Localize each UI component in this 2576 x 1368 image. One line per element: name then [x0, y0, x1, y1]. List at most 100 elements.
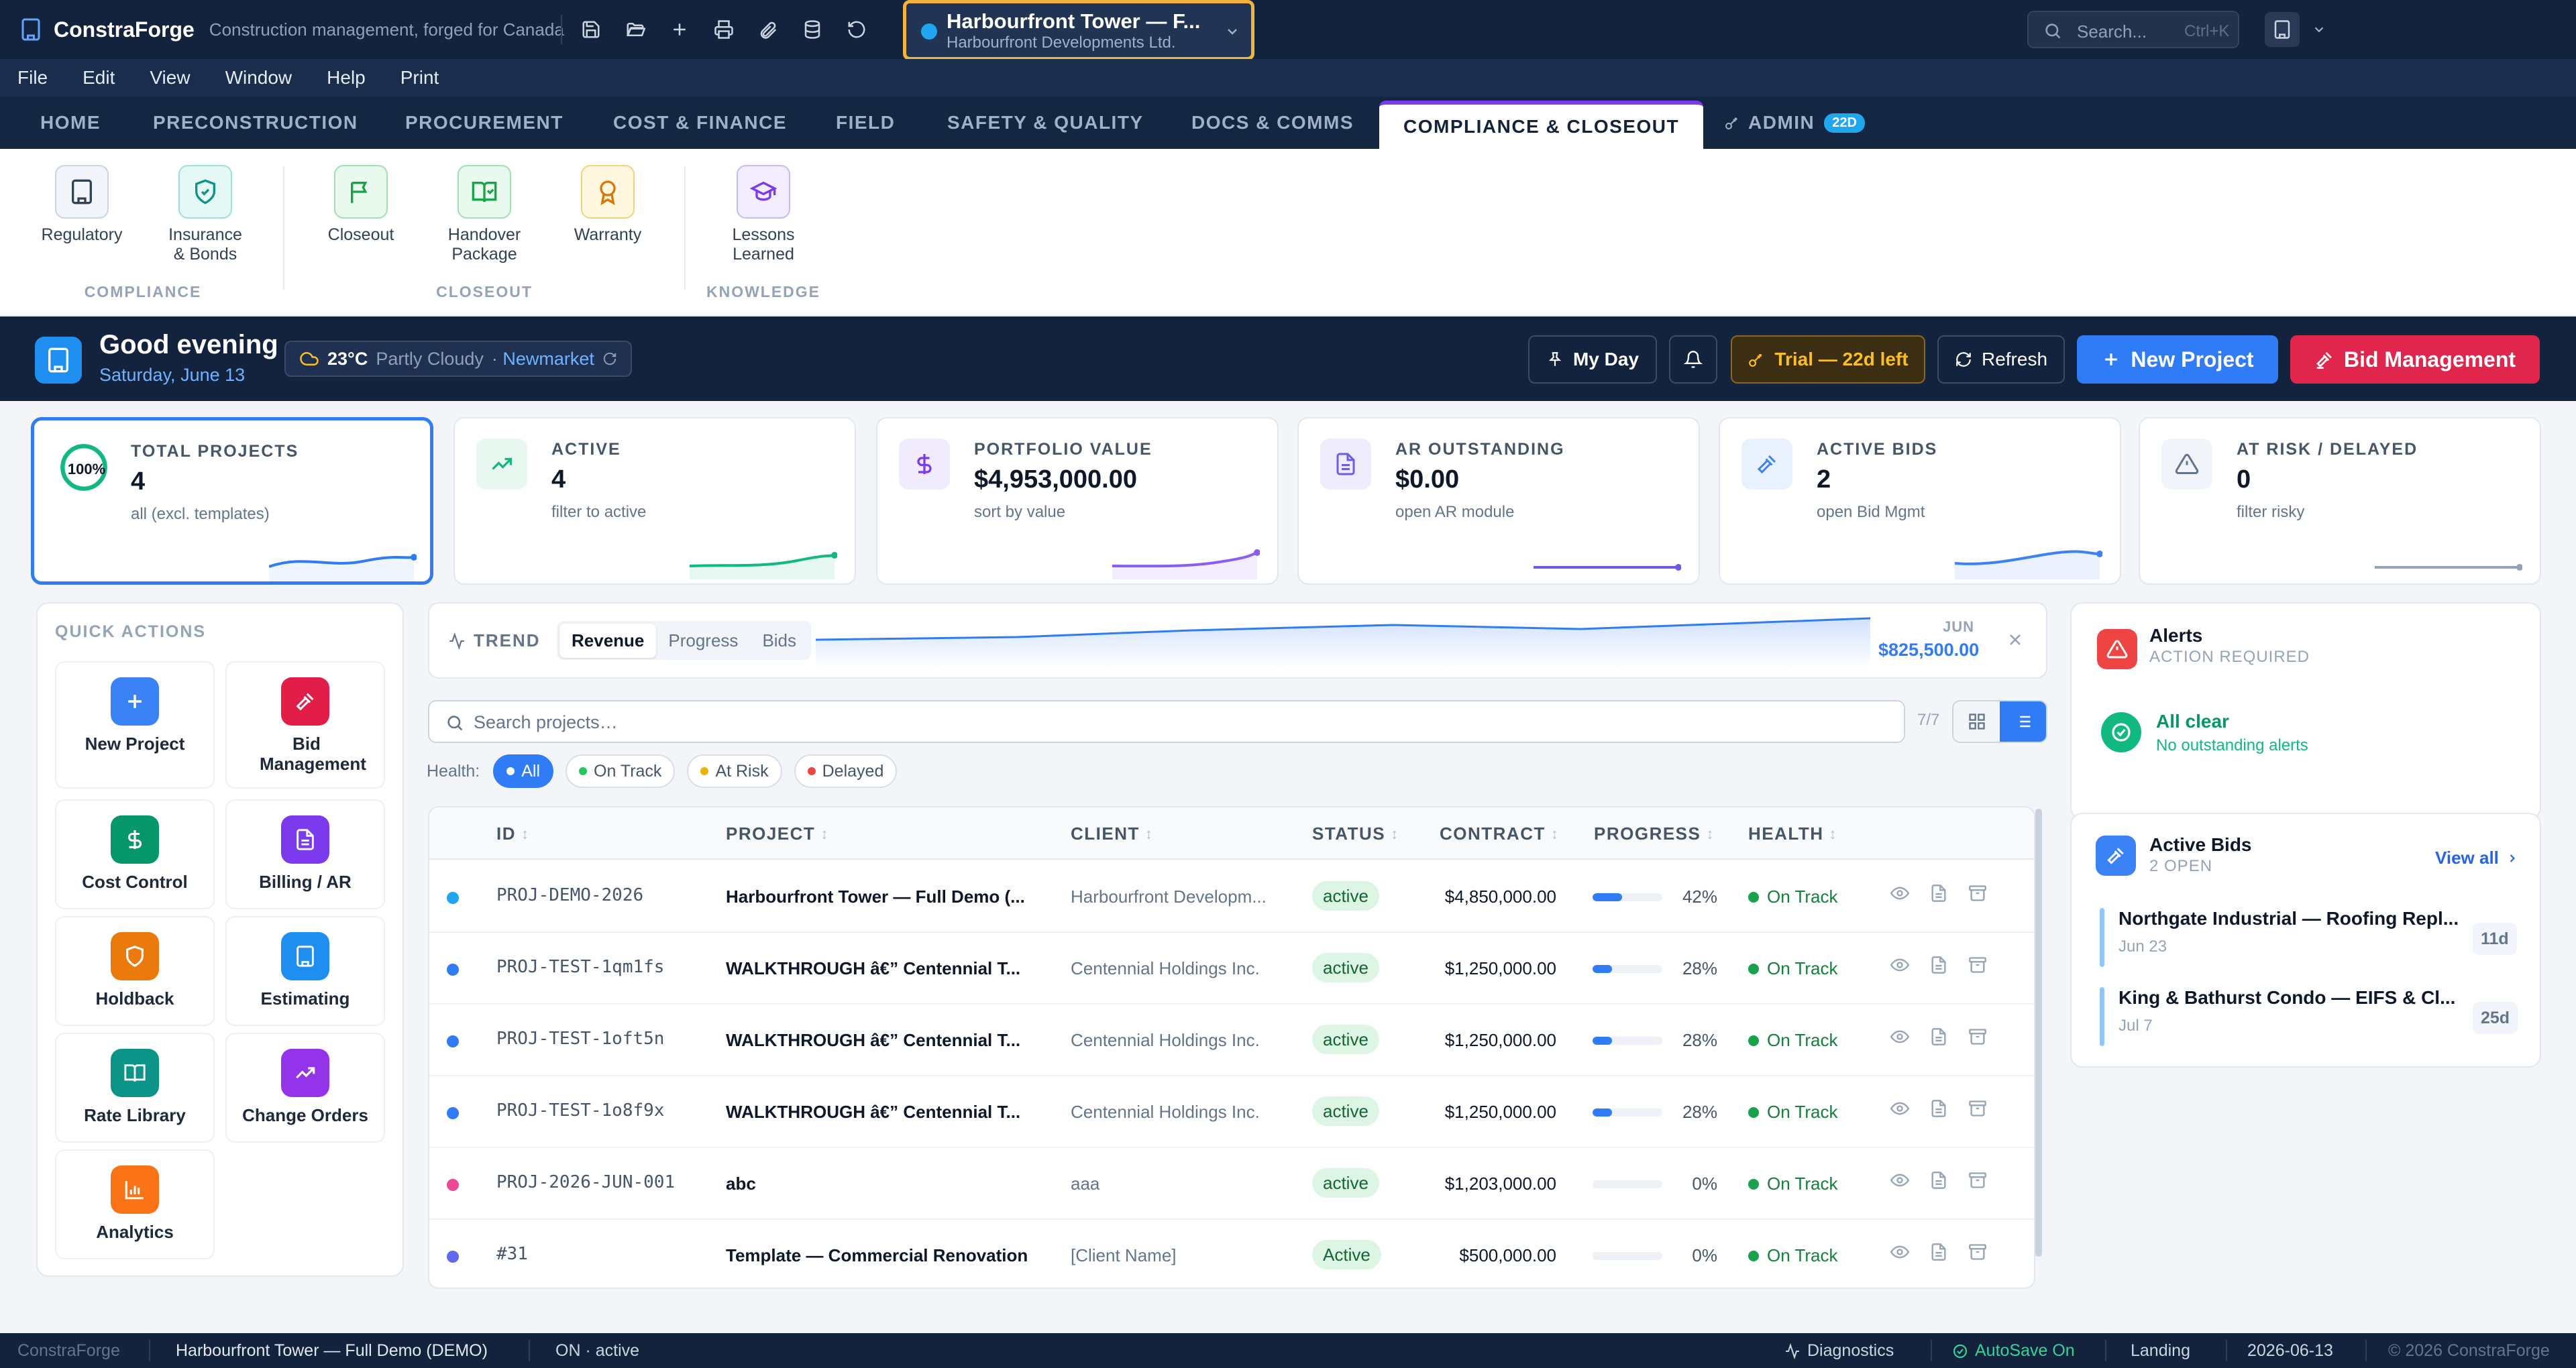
table-row[interactable]: PROJ-DEMO-2026 Harbourfront Tower — Full …	[429, 861, 2034, 933]
refresh-icon[interactable]	[602, 351, 617, 366]
column-header-id[interactable]: ID ↕	[496, 823, 530, 844]
tab-preconstruction[interactable]: PRECONSTRUCTION	[153, 112, 358, 133]
chevron-down-icon[interactable]	[2312, 22, 2326, 37]
closeout-button[interactable]: Closeout	[301, 165, 421, 245]
tab-procurement[interactable]: PROCUREMENT	[405, 112, 564, 133]
menu-file[interactable]: File	[17, 67, 48, 88]
table-row[interactable]: PROJ-TEST-1o8f9x WALKTHROUGH â€” Centenni…	[429, 1076, 2034, 1148]
plus-icon[interactable]	[665, 15, 694, 44]
kpi-at-risk[interactable]: AT RISK / DELAYED 0 filter risky	[2139, 417, 2541, 585]
project-selector[interactable]: Harbourfront Tower — F... Harbourfront D…	[903, 0, 1254, 60]
document-icon[interactable]	[1929, 956, 1948, 974]
eye-icon[interactable]	[1890, 884, 1909, 903]
tab-cost-finance[interactable]: COST & FINANCE	[613, 112, 787, 133]
tab-docs-comms[interactable]: DOCS & COMMS	[1191, 112, 1354, 133]
workspace-menu-button[interactable]	[2265, 12, 2300, 47]
trend-tab-progress[interactable]: Progress	[668, 630, 739, 650]
archive-icon[interactable]	[1968, 1171, 1987, 1190]
qa-bid-management[interactable]: Bid Management	[225, 661, 385, 789]
notifications-button[interactable]	[1669, 335, 1717, 384]
close-icon[interactable]	[2006, 630, 2025, 649]
bid-item[interactable]: Northgate Industrial — Roofing Repl... J…	[2100, 905, 2517, 970]
trend-tab-revenue[interactable]: Revenue	[559, 623, 657, 658]
document-icon[interactable]	[1929, 1243, 1948, 1261]
kpi-portfolio-value[interactable]: PORTFOLIO VALUE $4,953,000.00 sort by va…	[876, 417, 1279, 585]
lessons-learned-button[interactable]: Lessons Learned	[703, 165, 824, 264]
printer-icon[interactable]	[710, 15, 738, 44]
document-icon[interactable]	[1929, 1171, 1948, 1190]
list-view-button[interactable]	[2000, 701, 2046, 742]
kpi-active-bids[interactable]: ACTIVE BIDS 2 open Bid Mgmt	[1719, 417, 2121, 585]
archive-icon[interactable]	[1968, 884, 1987, 903]
menu-window[interactable]: Window	[225, 67, 292, 88]
tab-safety-quality[interactable]: SAFETY & QUALITY	[947, 112, 1144, 133]
eye-icon[interactable]	[1890, 1243, 1909, 1261]
trend-tab-bids[interactable]: Bids	[762, 630, 797, 650]
filter-chip-delayed[interactable]: Delayed	[794, 754, 898, 788]
archive-icon[interactable]	[1968, 1027, 1987, 1046]
eye-icon[interactable]	[1890, 1027, 1909, 1046]
regulatory-button[interactable]: Regulatory	[21, 165, 142, 245]
column-header-project[interactable]: PROJECT ↕	[726, 823, 829, 844]
filter-chip-at-risk[interactable]: At Risk	[687, 754, 782, 788]
menu-view[interactable]: View	[150, 67, 191, 88]
tab-admin[interactable]: ADMIN 22D	[1724, 97, 1865, 149]
document-icon[interactable]	[1929, 1099, 1948, 1118]
bid-item[interactable]: King & Bathurst Condo — EIFS & Cl... Jul…	[2100, 984, 2518, 1049]
table-row[interactable]: PROJ-TEST-1oft5n WALKTHROUGH â€” Centenni…	[429, 1005, 2034, 1076]
kpi-ar-outstanding[interactable]: AR OUTSTANDING $0.00 open AR module	[1297, 417, 1700, 585]
eye-icon[interactable]	[1890, 956, 1909, 974]
tab-home[interactable]: HOME	[40, 112, 101, 133]
kpi-active[interactable]: ACTIVE 4 filter to active	[453, 417, 856, 585]
bid-management-button[interactable]: Bid Management	[2290, 335, 2540, 384]
qa-change-orders[interactable]: Change Orders	[225, 1033, 385, 1143]
qa-analytics[interactable]: Analytics	[55, 1149, 215, 1259]
grid-view-button[interactable]	[1953, 701, 2000, 742]
archive-icon[interactable]	[1968, 956, 1987, 974]
autosave-toggle[interactable]: AutoSave On	[1952, 1341, 2075, 1361]
global-search[interactable]: Search... Ctrl+K	[2027, 11, 2239, 48]
tab-field[interactable]: FIELD	[836, 112, 896, 133]
database-icon[interactable]	[798, 15, 826, 44]
qa-rate-library[interactable]: Rate Library	[55, 1033, 215, 1143]
column-header-progress[interactable]: PROGRESS ↕	[1594, 823, 1715, 844]
qa-holdback[interactable]: Holdback	[55, 916, 215, 1026]
insurance-bonds-button[interactable]: Insurance & Bonds	[145, 165, 266, 264]
qa-cost-control[interactable]: Cost Control	[55, 799, 215, 909]
trial-button[interactable]: Trial — 22d left	[1731, 335, 1925, 384]
qa-estimating[interactable]: Estimating	[225, 916, 385, 1026]
document-icon[interactable]	[1929, 1027, 1948, 1046]
tab-compliance-closeout[interactable]: COMPLIANCE & CLOSEOUT	[1379, 101, 1704, 149]
column-header-contract[interactable]: CONTRACT ↕	[1440, 823, 1559, 844]
view-all-bids-link[interactable]: View all	[2435, 848, 2519, 868]
warranty-button[interactable]: Warranty	[547, 165, 668, 245]
save-icon[interactable]	[577, 15, 605, 44]
undo-icon[interactable]	[843, 15, 871, 44]
filter-chip-all[interactable]: All	[493, 754, 554, 788]
eye-icon[interactable]	[1890, 1099, 1909, 1118]
column-header-health[interactable]: HEALTH ↕	[1748, 823, 1837, 844]
new-project-button[interactable]: New Project	[2077, 335, 2278, 384]
paperclip-icon[interactable]	[754, 15, 782, 44]
column-header-status[interactable]: STATUS ↕	[1312, 823, 1399, 844]
project-search-input[interactable]	[474, 709, 1681, 735]
table-scrollbar[interactable]	[2035, 809, 2042, 1257]
my-day-button[interactable]: My Day	[1528, 335, 1657, 384]
diagnostics-button[interactable]: Diagnostics	[1784, 1341, 1894, 1361]
weather-widget[interactable]: 23°C Partly Cloudy · Newmarket	[284, 341, 632, 377]
eye-icon[interactable]	[1890, 1171, 1909, 1190]
table-row[interactable]: PROJ-2026-JUN-001 abc aaa active $1,203,000.…	[429, 1148, 2034, 1220]
archive-icon[interactable]	[1968, 1099, 1987, 1118]
document-icon[interactable]	[1929, 884, 1948, 903]
folder-open-icon[interactable]	[621, 15, 649, 44]
kpi-total-projects[interactable]: 100% TOTAL PROJECTS 4 all (excl. templat…	[31, 417, 433, 585]
table-row[interactable]: PROJ-TEST-1qm1fs WALKTHROUGH â€” Centenni…	[429, 933, 2034, 1005]
menu-edit[interactable]: Edit	[83, 67, 115, 88]
column-header-client[interactable]: CLIENT ↕	[1071, 823, 1153, 844]
menu-print[interactable]: Print	[400, 67, 439, 88]
archive-icon[interactable]	[1968, 1243, 1987, 1261]
menu-help[interactable]: Help	[327, 67, 366, 88]
handover-package-button[interactable]: Handover Package	[424, 165, 545, 264]
filter-chip-on-track[interactable]: On Track	[566, 754, 676, 788]
table-row[interactable]: #31 Template — Commercial Renovation [Clie…	[429, 1220, 2034, 1288]
